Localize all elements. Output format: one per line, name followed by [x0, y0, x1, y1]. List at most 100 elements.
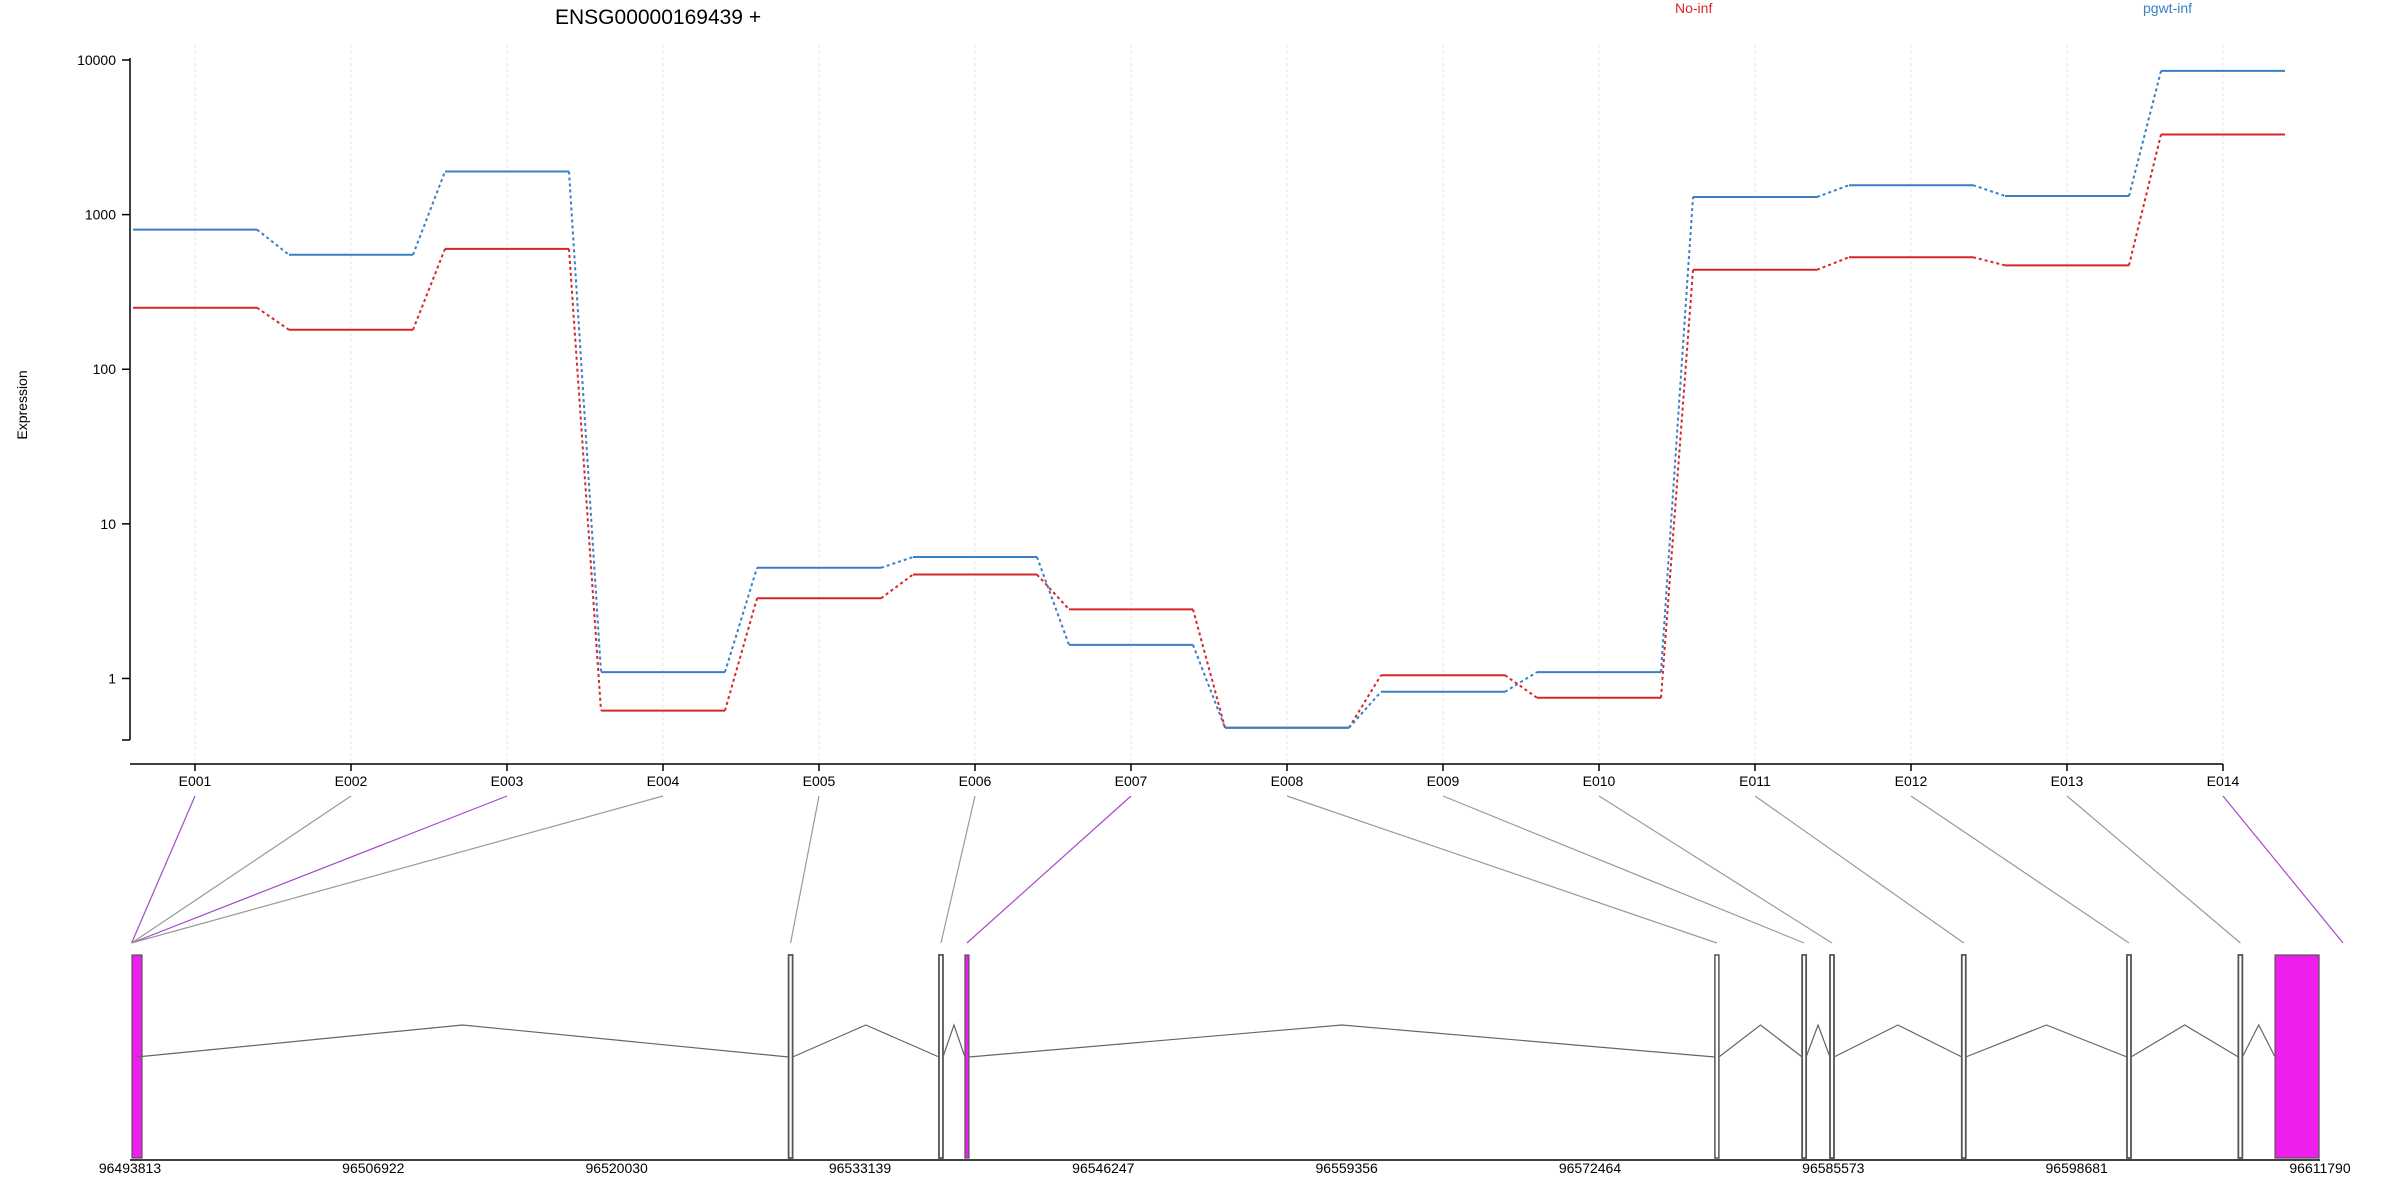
y-axis-label: Expression [14, 370, 30, 439]
x-tick-label: E007 [1115, 773, 1148, 789]
genomic-tick-label: 96572464 [1559, 1160, 1622, 1176]
x-tick-label: E012 [1895, 773, 1928, 789]
intron-line [792, 1024, 940, 1058]
intron-line [1965, 1024, 2128, 1058]
intron-line [942, 1023, 966, 1058]
x-tick-label: E009 [1427, 773, 1460, 789]
exon-link-line [1442, 795, 1805, 944]
series-connector-pgwt-inf [880, 556, 914, 569]
series-connector-no-inf [1348, 674, 1382, 729]
genomic-tick-label: 96533139 [829, 1160, 892, 1176]
series-connector-no-inf [1816, 256, 1850, 271]
x-tick-label: E004 [647, 773, 680, 789]
x-tick-label: E013 [2051, 773, 2084, 789]
series-connector-pgwt-inf [1348, 691, 1382, 729]
y-axis: 1 10 100 1000 10000 [77, 52, 131, 741]
genomic-tick-label: 96493813 [99, 1160, 162, 1176]
chart-title: ENSG00000169439 + [555, 6, 761, 29]
exon-box [964, 954, 970, 1159]
exon-box [2237, 954, 2244, 1159]
gene-model [131, 954, 2320, 1159]
genomic-tick-label: 96520030 [586, 1160, 649, 1176]
intron-line [2241, 1023, 2276, 1058]
exon-link-line [131, 795, 352, 944]
series-connector-pgwt-inf [2128, 70, 2162, 197]
series-connector-pgwt-inf [256, 228, 290, 256]
intron-line [968, 1024, 1715, 1058]
exon-link-line [1598, 795, 1833, 944]
series-connector-no-inf [1192, 609, 1226, 729]
series-connector-pgwt-inf [724, 567, 758, 673]
exon-box [2274, 954, 2320, 1159]
series-connector-no-inf [256, 306, 290, 331]
gridlines [194, 45, 2224, 764]
y-tick-label: 10 [100, 516, 116, 532]
series-connector-pgwt-inf [412, 171, 446, 256]
x-tick-label: E006 [959, 773, 992, 789]
x-tick-label: E008 [1271, 773, 1304, 789]
series-connector-no-inf [880, 573, 914, 600]
exon-box [2126, 954, 2132, 1159]
exon-box [1714, 954, 1720, 1159]
series-connector-no-inf [568, 248, 602, 711]
genomic-tick-label: 96559356 [1316, 1160, 1379, 1176]
genomic-tick-label: 96598681 [2046, 1160, 2109, 1176]
intron-line [2130, 1024, 2239, 1058]
x-tick-label: E014 [2207, 773, 2240, 789]
series-connector-pgwt-inf [568, 171, 602, 673]
genomic-tick-label: 96546247 [1072, 1160, 1135, 1176]
exon-link-line [1754, 795, 1965, 944]
series-connector-no-inf [1504, 674, 1538, 699]
y-tick-label: 100 [93, 361, 117, 377]
x-axis: E001 E002 E003 E004 E005 E006 E007 E008 E009 E010… [130, 763, 2240, 789]
exon-box [1801, 954, 1808, 1159]
x-tick-label: E001 [179, 773, 212, 789]
y-tick-label: 1000 [85, 207, 116, 223]
legend-label-no-inf: No-inf [1675, 0, 1712, 16]
series-connector-no-inf [1036, 573, 1070, 611]
exon-box [787, 954, 794, 1159]
series-connector-pgwt-inf [1192, 644, 1226, 729]
series-connector-no-inf [2128, 134, 2162, 266]
x-tick-label: E005 [803, 773, 836, 789]
exon-link-line [131, 795, 664, 944]
series-connector-pgwt-inf [1816, 184, 1850, 198]
x-tick-label: E003 [491, 773, 524, 789]
series-connector-no-inf [412, 248, 446, 331]
exon-link-line [2066, 795, 2241, 944]
genomic-tick-label: 96611790 [2289, 1160, 2350, 1176]
exon-link-line [966, 795, 1132, 944]
intron-line [1833, 1024, 1963, 1058]
x-tick-label: E010 [1583, 773, 1616, 789]
series-lines [133, 69, 2285, 729]
x-tick-label: E002 [335, 773, 368, 789]
series-connector-no-inf [1972, 256, 2006, 267]
intron-line [1805, 1023, 1831, 1058]
exon-box [1960, 954, 1967, 1159]
series-connector-no-inf [724, 598, 758, 711]
genomic-axis: 96493813 96506922 96520030 96533139 96546247… [99, 1159, 2351, 1176]
y-tick-label: 1 [108, 670, 116, 686]
exon-link-line [790, 795, 820, 944]
genomic-tick-label: 96585573 [1802, 1160, 1865, 1176]
series-connector-pgwt-inf [1036, 556, 1070, 646]
series-connector-no-inf [1660, 269, 1694, 698]
series-connector-pgwt-inf [1660, 196, 1694, 673]
y-tick-label: 10000 [77, 52, 116, 68]
series-connector-pgwt-inf [1972, 184, 2006, 197]
exon-link-line [131, 795, 508, 944]
exon-link-line [2222, 795, 2344, 944]
genomic-tick-label: 96506922 [342, 1160, 405, 1176]
exon-link-line [940, 795, 976, 944]
exon-box [938, 954, 944, 1159]
series-connector-pgwt-inf [1504, 671, 1538, 693]
intron-line [1718, 1024, 1803, 1058]
exon-link-line [131, 795, 196, 944]
exon-box [1829, 954, 1835, 1159]
exon-link-line [1286, 795, 1718, 944]
exon-links [131, 795, 2344, 944]
intron-line [136, 1024, 789, 1058]
legend-label-pgwt-inf: pgwt-inf [2143, 0, 2192, 16]
x-tick-label: E011 [1739, 773, 1771, 789]
